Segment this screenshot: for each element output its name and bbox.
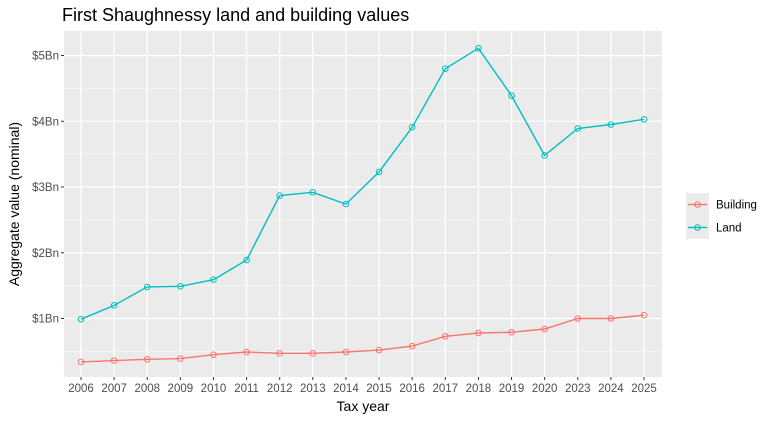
data-point-land <box>143 283 151 291</box>
data-point-building <box>243 348 250 356</box>
x-tick-label: 2015 <box>366 383 392 395</box>
data-point-building <box>508 329 515 336</box>
data-point-building <box>574 315 582 322</box>
data-point-land <box>276 192 284 199</box>
x-tick-label: 2024 <box>598 383 624 395</box>
y-axis: $1Bn $2Bn $3Bn $4Bn $5Bn <box>32 51 64 326</box>
x-tick-label: 2011 <box>234 383 259 395</box>
plot-panel <box>64 31 662 377</box>
data-point-building <box>177 355 184 362</box>
data-point-land <box>77 315 85 323</box>
data-point-land <box>640 115 648 123</box>
legend-label: Land <box>716 223 742 235</box>
data-point-land <box>607 121 615 128</box>
series-group <box>77 44 648 366</box>
x-tick-label: 2025 <box>631 383 657 395</box>
legend-item-building: Building <box>686 193 757 216</box>
data-point-building <box>408 342 416 350</box>
y-tick-label: $5Bn <box>32 51 59 63</box>
legend-key-point <box>694 224 701 231</box>
data-point-land <box>342 200 350 208</box>
data-point-building <box>143 355 151 363</box>
data-point-land <box>210 276 217 284</box>
x-tick-label: 2010 <box>201 383 227 395</box>
data-point-land <box>309 188 317 196</box>
x-tick-label: 2020 <box>532 383 558 395</box>
data-point-land <box>441 65 449 72</box>
legend-key-point <box>694 201 701 208</box>
x-tick-label: 2012 <box>267 383 293 395</box>
data-point-land <box>408 123 416 131</box>
data-point-land <box>243 256 250 264</box>
series-land <box>77 44 648 323</box>
x-tick-label: 2014 <box>333 383 359 395</box>
major-gridlines <box>64 31 662 377</box>
data-point-building <box>77 358 85 366</box>
data-point-building <box>276 350 284 357</box>
x-tick-label: 2006 <box>68 383 94 395</box>
data-point-building <box>210 351 217 358</box>
x-tick-label: 2016 <box>399 383 425 395</box>
x-tick-label: 2007 <box>101 383 127 395</box>
data-point-building <box>607 315 615 322</box>
series-line-land <box>80 47 645 320</box>
data-point-land <box>475 44 482 52</box>
x-tick-label: 2008 <box>134 383 160 395</box>
data-point-land <box>375 168 383 176</box>
x-tick-label: 2018 <box>466 383 492 395</box>
data-point-building <box>342 348 350 356</box>
data-point-land <box>574 125 582 132</box>
data-point-building <box>375 346 383 354</box>
data-point-land <box>110 302 118 309</box>
y-axis-title: Aggregate value (nominal) <box>6 122 22 286</box>
x-tick-label: 2019 <box>499 383 525 395</box>
x-axis-title: Tax year <box>337 398 390 414</box>
data-point-building <box>309 350 317 357</box>
data-point-land <box>508 92 515 99</box>
y-tick-label: $2Bn <box>32 248 59 260</box>
data-point-land <box>541 152 548 159</box>
x-tick-label: 2017 <box>432 383 458 395</box>
data-point-building <box>475 329 482 337</box>
y-tick-label: $3Bn <box>32 182 59 194</box>
series-building <box>77 311 648 366</box>
y-tick-label: $1Bn <box>32 314 59 326</box>
data-point-building <box>640 311 648 319</box>
minor-gridlines <box>64 88 662 352</box>
legend-item-land: Land <box>686 216 742 239</box>
series-line-building <box>80 314 645 363</box>
data-point-land <box>177 282 184 290</box>
x-tick-label: 2009 <box>168 383 194 395</box>
legend-label: Building <box>716 200 757 212</box>
x-tick-label: 2013 <box>300 383 326 395</box>
data-point-building <box>541 325 548 333</box>
chart-title: First Shaughnessy land and building valu… <box>62 5 409 25</box>
x-tick-label: 2023 <box>565 383 591 395</box>
x-axis: 2006 2007 2008 2009 2010 2011 2012 2013 2014 2015… <box>68 377 657 395</box>
data-point-building <box>110 357 118 364</box>
data-point-building <box>441 332 449 340</box>
legend: Building Land <box>686 193 757 239</box>
y-tick-label: $4Bn <box>32 116 59 128</box>
